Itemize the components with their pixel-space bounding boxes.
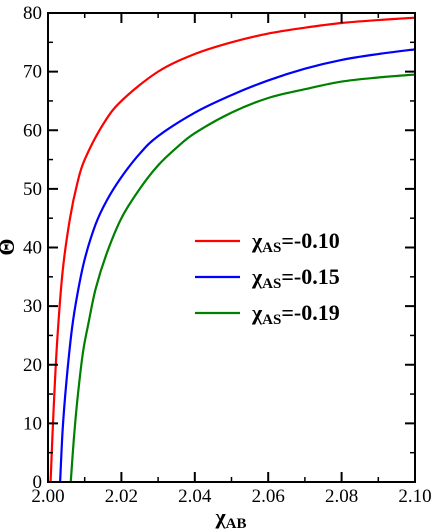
legend-label-2: χAS=-0.15 <box>251 264 340 292</box>
y-tick-label: 50 <box>23 179 42 200</box>
y-axis-title: Θ <box>0 238 19 255</box>
axis-ticks: 2.00 2.02 2.04 2.06 2.08 2.10 0 10 20 30 40 50 60 70 8… <box>23 3 432 507</box>
legend: χAS=-0.10 χAS=-0.15 χAS=-0.19 <box>195 228 340 328</box>
x-tick-label: 2.08 <box>325 486 358 507</box>
y-tick-label: 0 <box>33 472 43 493</box>
x-axis-title-main: χ <box>214 504 226 529</box>
y-tick-label: 70 <box>23 62 42 83</box>
y-tick-label: 60 <box>23 120 42 141</box>
series-line-2 <box>59 48 416 483</box>
y-tick-label: 20 <box>23 355 42 376</box>
y-tick-label: 30 <box>23 296 42 317</box>
x-tick-label: 2.10 <box>398 486 431 507</box>
plot-frame <box>47 12 416 483</box>
x-tick-label: 2.06 <box>252 486 285 507</box>
series-layer <box>49 16 416 483</box>
x-axis-title: χAB <box>214 504 246 530</box>
series-line-3 <box>69 73 416 483</box>
y-tick-label: 40 <box>23 238 42 259</box>
x-tick-label: 2.04 <box>178 486 212 507</box>
y-tick-label: 80 <box>23 3 42 24</box>
x-axis-title-sub: AB <box>226 516 247 530</box>
legend-label-3: χAS=-0.19 <box>251 300 340 328</box>
legend-label-1: χAS=-0.10 <box>251 228 340 256</box>
x-tick-label: 2.02 <box>105 486 138 507</box>
x-tick-label: 2.00 <box>31 486 64 507</box>
y-tick-label: 10 <box>23 413 42 434</box>
series-line-1 <box>49 16 416 483</box>
